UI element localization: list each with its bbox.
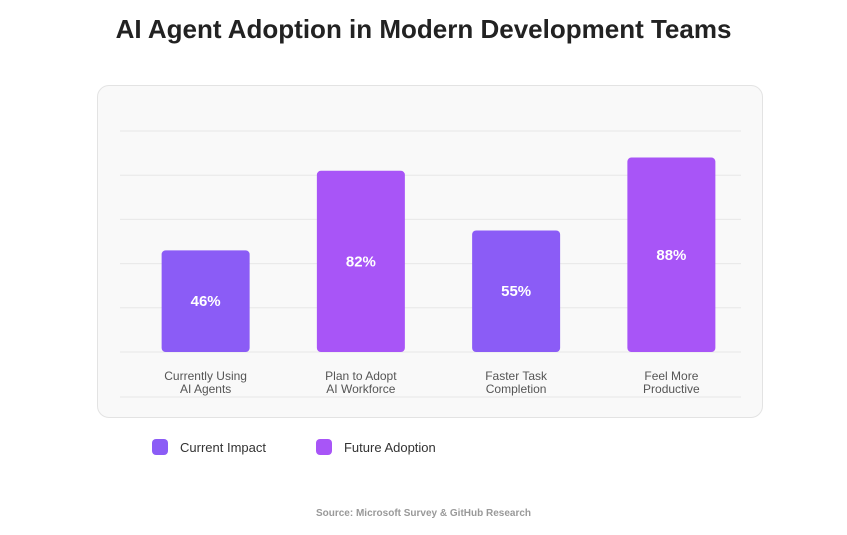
bar <box>627 157 716 352</box>
bar <box>161 250 250 352</box>
category-label: Faster Task <box>485 369 548 383</box>
data-label: 82% <box>346 253 376 270</box>
legend: Current Impact Future Adoption <box>152 439 486 455</box>
category-label: Feel More <box>644 369 698 383</box>
category-label: Productive <box>643 382 700 396</box>
category-label: Currently Using <box>164 369 247 383</box>
legend-swatch-future-adoption <box>315 439 332 455</box>
bar <box>472 230 561 352</box>
legend-swatch-current-impact <box>152 439 168 455</box>
legend-label-current-impact: Current Impact <box>180 439 266 455</box>
legend-item-current-impact: Current Impact <box>152 439 266 455</box>
data-label: 55% <box>501 283 531 300</box>
data-label: 88% <box>656 247 686 264</box>
category-label: Completion <box>486 382 547 396</box>
legend-item-future-adoption: Future Adoption <box>315 439 436 455</box>
legend-label-future-adoption: Future Adoption <box>343 439 436 455</box>
data-label: 46% <box>191 293 221 310</box>
bar <box>316 170 405 352</box>
category-label: Plan to Adopt <box>325 369 397 383</box>
category-label: AI Agents <box>180 382 231 396</box>
chart-title: AI Agent Adoption in Modern Development … <box>115 14 732 44</box>
source-note: Source: Microsoft Survey & GitHub Resear… <box>315 508 532 519</box>
category-label: AI Workforce <box>326 382 395 396</box>
